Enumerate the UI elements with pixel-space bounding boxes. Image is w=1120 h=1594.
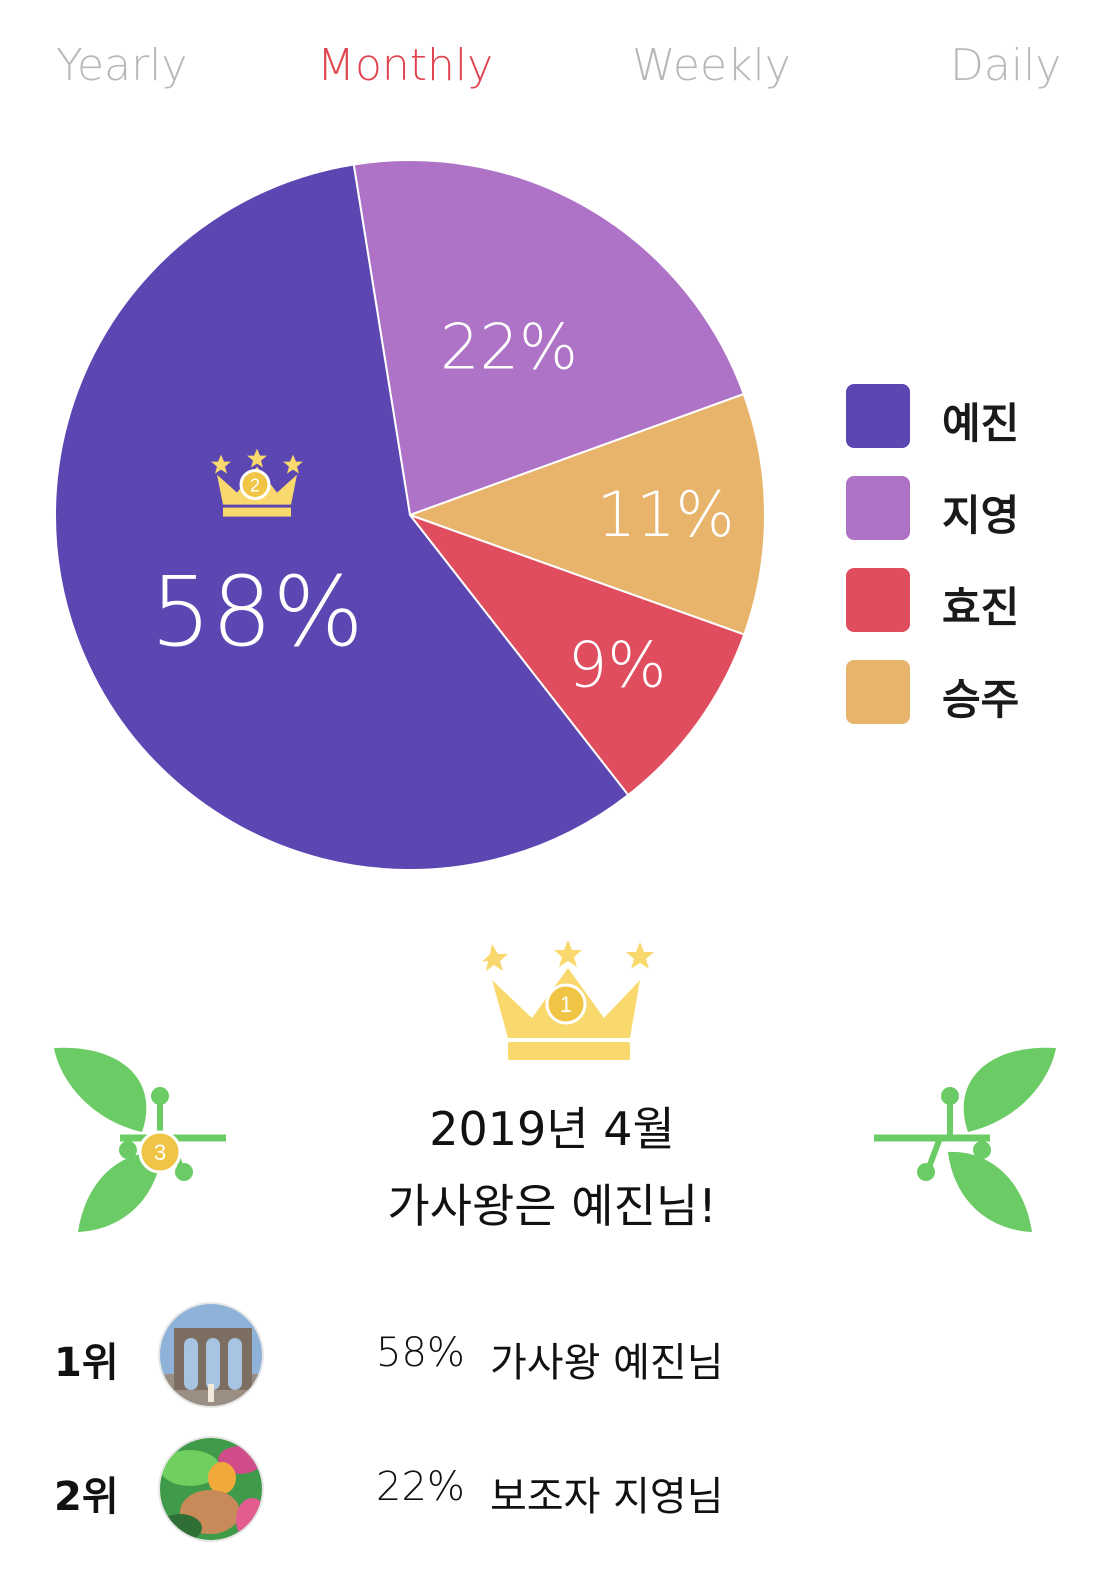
winner-crown-icon: 1 [470,930,670,1065]
legend-swatch [846,568,910,632]
legend-swatch [846,476,910,540]
rank-percent: 58% [376,1330,465,1376]
winner-period: 2019년 4월 [0,1093,1112,1159]
rank-name: 가사왕 예진님 [490,1330,724,1388]
avatar[interactable] [158,1436,264,1542]
ranking-row: 1위 58% 가사왕 예진님 [0,1302,1120,1412]
legend-swatch [846,384,910,448]
share-pie-chart: 22% 11% 9% 58% 2 [0,130,820,890]
winner-crown-badge: 1 [560,992,572,1017]
tropical-photo-icon [160,1438,264,1542]
legend-label: 지영 [942,482,1019,543]
tab-weekly[interactable]: Weekly [632,40,791,91]
pie-slice-label: 9% [568,628,666,701]
rank-label: 1위 [54,1330,119,1388]
legend-label: 효진 [942,574,1019,635]
legend-label: 예진 [942,390,1019,451]
rank-label: 2위 [54,1464,119,1522]
period-tabs: Yearly Monthly Weekly Daily [0,40,1120,110]
pie-slice-label: 22% [440,310,578,383]
pie-slice-label: 11% [597,478,735,551]
pie-slice-label: 58% [150,556,363,668]
legend-swatch [846,660,910,724]
tab-daily[interactable]: Daily [950,40,1061,91]
tab-yearly[interactable]: Yearly [56,40,187,91]
aqueduct-photo-icon [160,1304,264,1408]
legend-label: 승주 [942,666,1019,727]
rank-name: 보조자 지영님 [490,1464,724,1522]
avatar[interactable] [158,1302,264,1408]
ranking-row: 2위 22% 보조자 지영님 [0,1436,1120,1546]
rank-percent: 22% [376,1464,465,1510]
tab-monthly[interactable]: Monthly [317,40,493,91]
winner-announcement: 가사왕은 예진님! [0,1170,1112,1236]
crown-badge-number: 2 [250,476,260,496]
